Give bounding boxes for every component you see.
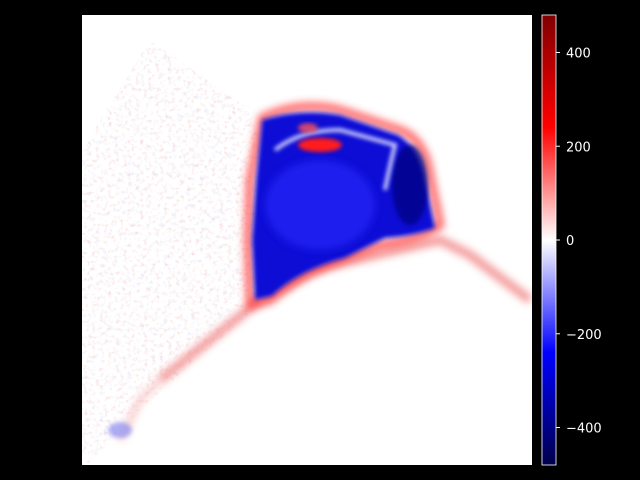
heatmap-blob-halo (243, 102, 445, 311)
colorbar-ticks: 400 200 0 −200 −400 (556, 47, 602, 437)
heatmap-blob-right-lobe (392, 145, 428, 225)
colorbar-tick-label: 0 (566, 234, 574, 249)
heatmap-lower-rim (157, 235, 532, 384)
heatmap-lower-left-patch (108, 422, 132, 438)
heatmap-blob-red-spot-small (298, 123, 318, 133)
colorbar-tick-label: −200 (566, 328, 602, 343)
colorbar-tick-label: 400 (566, 47, 591, 62)
colorbar: 400 200 0 −200 −400 (541, 14, 602, 466)
heatmap-image (82, 15, 532, 465)
colorbar-tick-label: −400 (566, 422, 602, 437)
colorbar-gradient (541, 14, 557, 466)
heatmap-blob-inner-gap (273, 127, 398, 191)
heatmap-blob-core (265, 160, 375, 250)
colorbar-tick-label: 200 (566, 140, 591, 155)
heatmap-blob-red-spot (298, 138, 342, 152)
